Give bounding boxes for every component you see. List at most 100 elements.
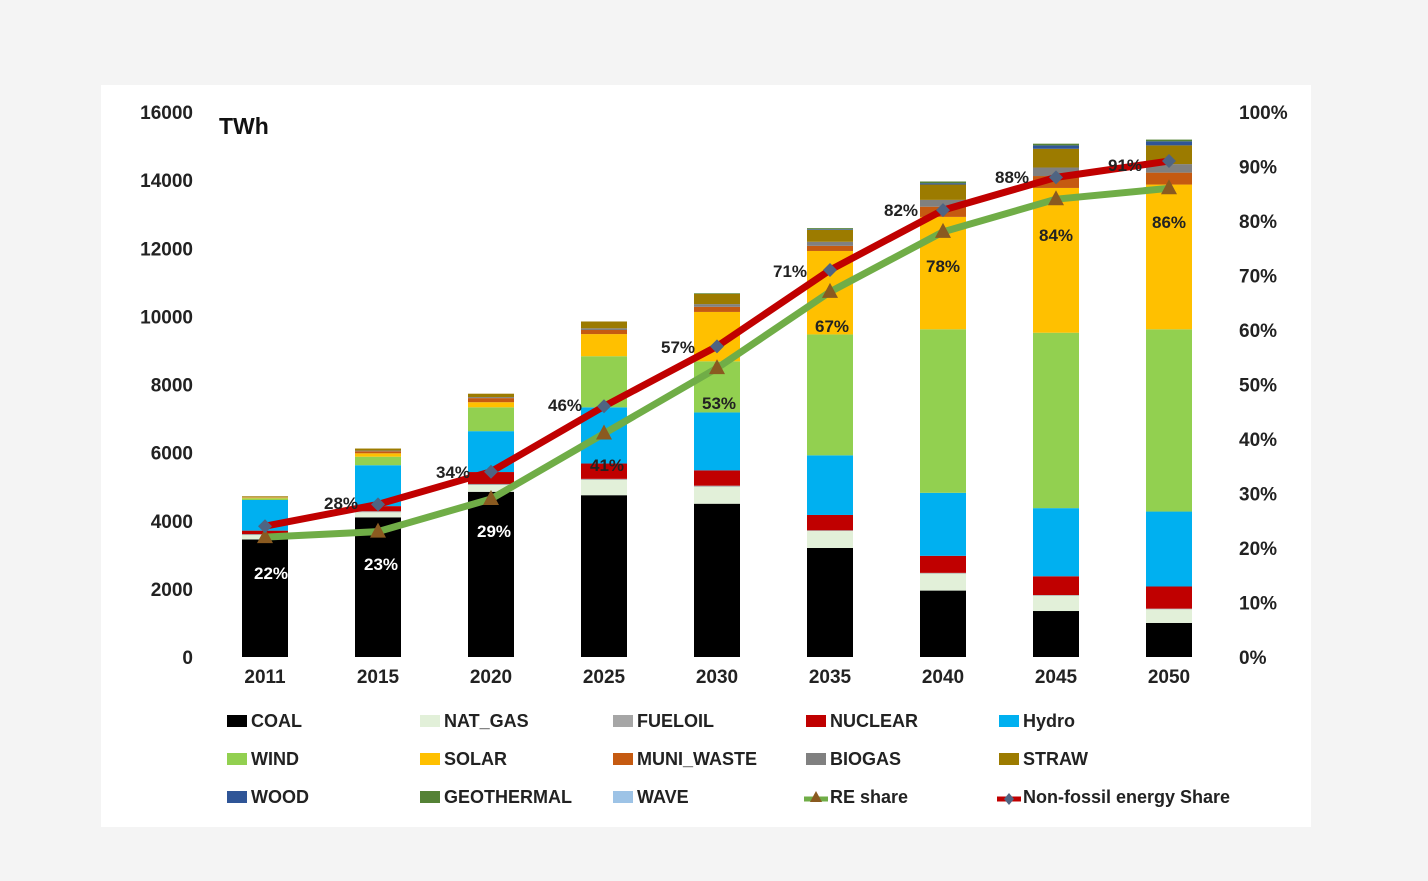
bar-segment-solar: [355, 453, 401, 457]
bar-stack-2025: [581, 321, 627, 657]
bar-segment-wood: [920, 183, 966, 185]
non-fossil-share-point: [1162, 154, 1176, 169]
legend-label: RE share: [830, 787, 908, 807]
x-tick-label: 2045: [1035, 667, 1078, 688]
bar-segment-muni-waste: [468, 398, 514, 403]
bar-segment-wood: [1033, 145, 1079, 149]
share-lines: 22% 23% 29% 41% 53% 67% 78% 84% 86% 28% 34% 46% 57% 7…: [254, 154, 1186, 583]
bar-segment-solar: [242, 497, 288, 499]
bar-segment-coal: [355, 517, 401, 657]
y-axis-right: 100% 90% 80% 70% 60% 50% 40% 30% 20% 10% 0%: [1239, 103, 1288, 669]
bar-segment-fueloil: [468, 483, 514, 485]
re-share-point: [257, 528, 273, 544]
re-share-label: 22%: [254, 564, 288, 583]
re-share-point: [1161, 179, 1177, 195]
legend-label: COAL: [251, 711, 302, 731]
re-share-point: [935, 222, 951, 238]
stacked-bar-chart: 16000 14000 12000 10000 8000 6000 4000 2000 0 10…: [140, 103, 1288, 807]
bar-segment-straw: [807, 229, 853, 242]
re-share-point: [483, 489, 499, 505]
bar-segment-wind: [468, 407, 514, 432]
y-axis-left: 16000 14000 12000 10000 8000 6000 4000 2000 0: [140, 103, 193, 669]
bar-segment-solar: [581, 334, 627, 357]
re-share-label: 23%: [364, 555, 398, 574]
legend-label: MUNI_WASTE: [637, 749, 757, 769]
bar-segment-wind: [1146, 329, 1192, 512]
legend-label: WOOD: [251, 787, 309, 807]
bar-segment-coal: [920, 590, 966, 657]
legend-swatch: [613, 791, 633, 803]
unit-label: TWh: [219, 113, 269, 139]
x-axis: 2011 2015 2020 2025 2030 2035 2040 2045 2050: [244, 667, 1190, 688]
y2-tick-label: 100%: [1239, 103, 1288, 124]
bar-segment-fueloil: [694, 485, 740, 487]
bar-segment-nat-gas: [920, 573, 966, 591]
bar-stack-2050: [1146, 139, 1192, 657]
y-tick-label: 14000: [140, 171, 193, 192]
bar-segment-coal: [1033, 611, 1079, 657]
bar-segment-biogas: [355, 450, 401, 452]
legend-item-biogas: BIOGAS: [806, 749, 901, 769]
y-tick-label: 8000: [151, 376, 193, 397]
bar-segment-straw: [920, 184, 966, 200]
bar-segment-biogas: [468, 397, 514, 399]
bar-segment-straw: [1033, 148, 1079, 168]
bar-segment-geothermal: [1033, 143, 1079, 146]
legend-marker: [810, 791, 822, 802]
x-tick-label: 2011: [244, 667, 286, 688]
bar-segment-nat-gas: [468, 484, 514, 492]
legend-item-wood: WOOD: [227, 787, 309, 807]
bar-segment-fueloil: [1033, 595, 1079, 596]
bar-segment-muni-waste: [1146, 172, 1192, 185]
legend-label: WIND: [251, 749, 299, 769]
x-tick-label: 2030: [696, 667, 738, 688]
non-fossil-share-point: [710, 339, 724, 354]
x-tick-label: 2015: [357, 667, 400, 688]
legend-swatch: [806, 753, 826, 765]
bar-segment-biogas: [1146, 164, 1192, 173]
bar-segment-wind: [355, 456, 401, 466]
bar-segment-coal: [1146, 622, 1192, 657]
re-share-point: [596, 424, 612, 440]
legend: COAL NAT_GAS FUELOIL NUCLEAR Hydro WIND SOLAR M…: [227, 711, 1230, 807]
legend-label: NAT_GAS: [444, 711, 529, 731]
legend-swatch: [613, 715, 633, 727]
legend-swatch: [613, 753, 633, 765]
non-fossil-share-label: 57%: [661, 338, 695, 357]
y2-tick-label: 60%: [1239, 321, 1277, 342]
bar-segment-nuclear: [694, 470, 740, 486]
bar-segment-nat-gas: [694, 486, 740, 504]
legend-item-geothermal: GEOTHERMAL: [420, 787, 572, 807]
re-share-label: 29%: [477, 522, 511, 541]
legend-label: WAVE: [637, 787, 689, 807]
non-fossil-share-point: [484, 464, 498, 479]
bar-segment-straw: [355, 448, 401, 451]
bar-segment-nuclear: [807, 514, 853, 531]
bar-segment-nat-gas: [355, 512, 401, 518]
re-share-point: [370, 522, 386, 538]
non-fossil-share-label: 28%: [324, 494, 358, 513]
bar-segment-wood: [807, 229, 853, 230]
y-tick-label: 12000: [140, 239, 193, 260]
bar-segment-biogas: [807, 241, 853, 246]
re-share-point: [822, 282, 838, 298]
bar-segment-solar: [468, 402, 514, 408]
bar-stack-2040: [920, 181, 966, 657]
bar-segment-nat-gas: [1146, 609, 1192, 623]
legend-swatch: [227, 791, 247, 803]
legend-swatch: [806, 715, 826, 727]
bar-segment-hydro: [694, 412, 740, 471]
re-share-label: 53%: [702, 394, 736, 413]
y-tick-label: 4000: [151, 512, 193, 533]
non-fossil-share-label: 34%: [436, 463, 470, 482]
y2-tick-label: 20%: [1239, 539, 1277, 560]
bar-segment-hydro: [920, 492, 966, 556]
re-share-point: [1048, 190, 1064, 206]
bar-segment-coal: [807, 548, 853, 657]
bar-segment-nat-gas: [581, 479, 627, 496]
chart-card: 16000 14000 12000 10000 8000 6000 4000 2000 0 10…: [101, 85, 1311, 827]
bar-segment-geothermal: [920, 181, 966, 184]
bar-segment-nuclear: [1033, 576, 1079, 596]
y2-tick-label: 10%: [1239, 594, 1277, 615]
bar-segment-wind: [807, 334, 853, 456]
